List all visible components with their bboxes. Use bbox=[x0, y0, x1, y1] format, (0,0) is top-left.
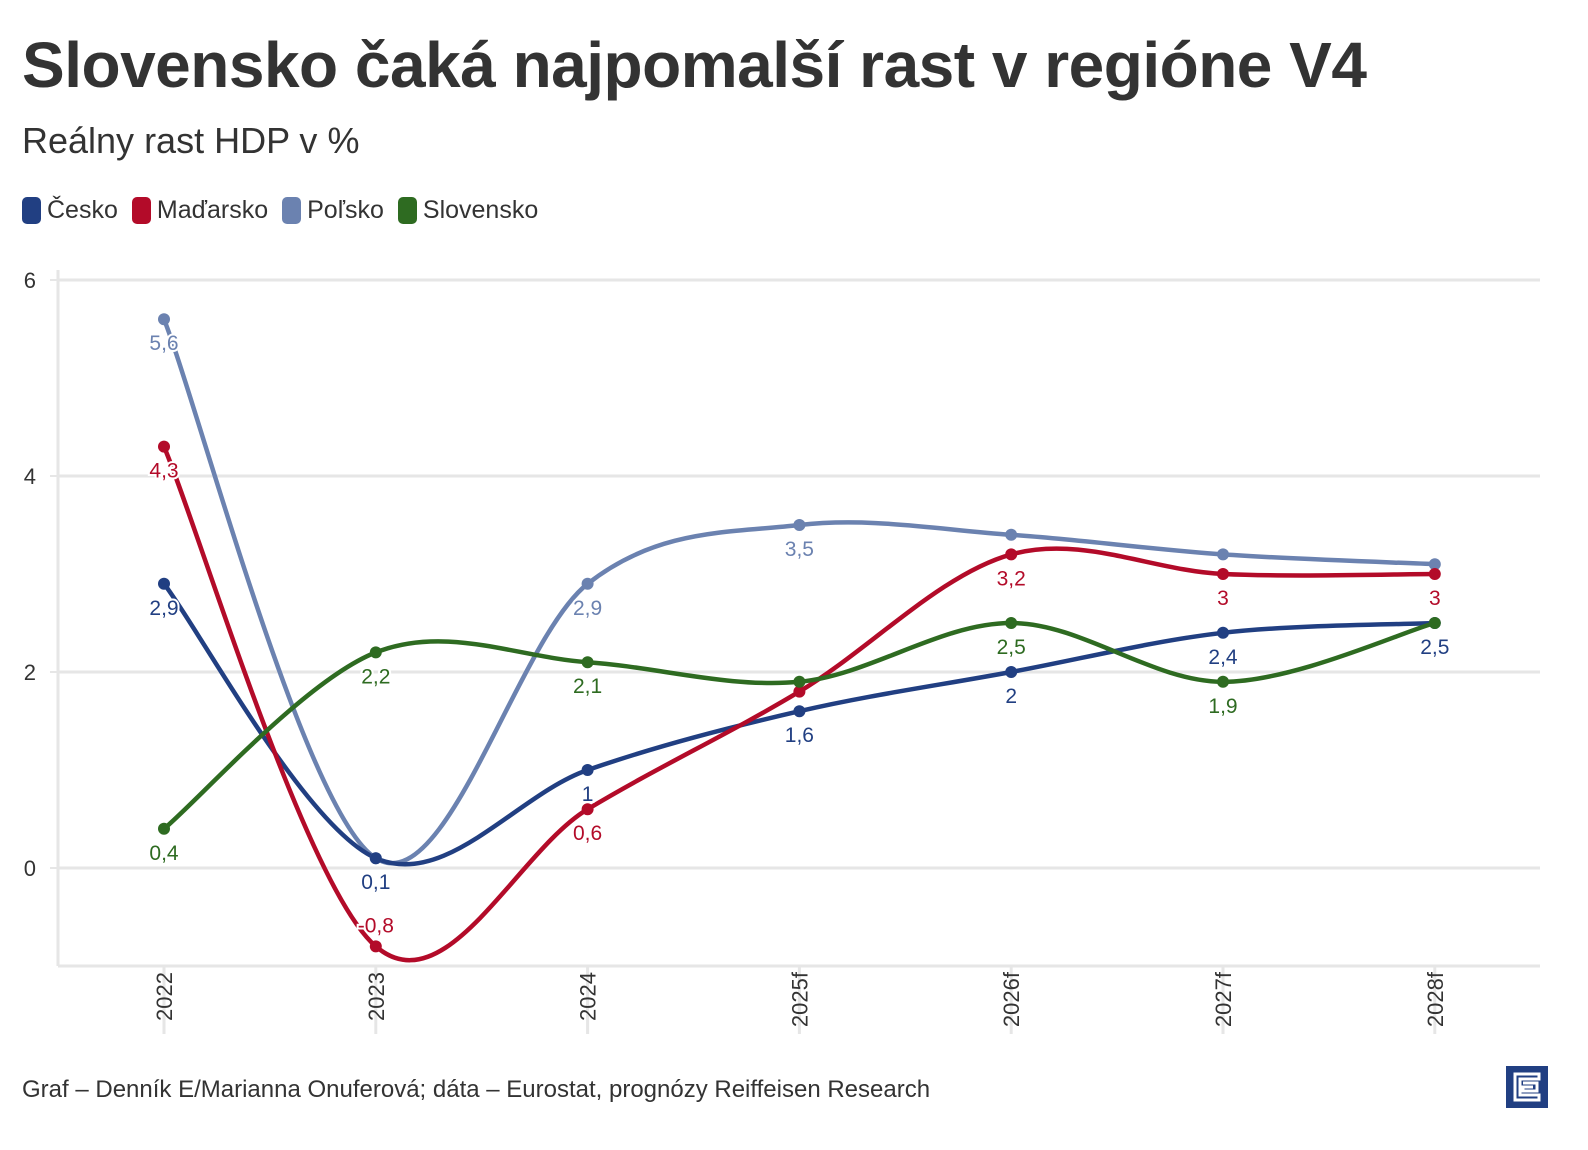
data-point bbox=[793, 675, 806, 688]
data-label: 1,9 bbox=[1208, 695, 1237, 718]
data-point bbox=[369, 646, 382, 659]
data-point bbox=[793, 705, 806, 718]
data-label: 1 bbox=[582, 783, 594, 806]
data-label: 3,5 bbox=[785, 538, 814, 561]
chart-subtitle: Reálny rast HDP v % bbox=[22, 120, 360, 161]
data-point bbox=[581, 764, 594, 776]
x-tick-label: 2026f bbox=[999, 971, 1024, 1027]
legend-item: Maďarsko bbox=[131, 196, 269, 225]
data-label: 3 bbox=[1429, 587, 1441, 610]
data-point bbox=[369, 852, 382, 865]
data-label: 3,2 bbox=[997, 567, 1026, 590]
legend-item: Česko bbox=[22, 196, 118, 225]
data-label: 2,5 bbox=[997, 636, 1026, 659]
data-label: 2,1 bbox=[573, 675, 602, 698]
data-point bbox=[1005, 617, 1018, 629]
x-tick-label: 2022 bbox=[152, 972, 177, 1021]
data-label: 5,6 bbox=[149, 332, 178, 355]
data-label: 0,6 bbox=[573, 822, 602, 845]
data-label: 0,4 bbox=[149, 842, 179, 865]
data-point bbox=[1428, 568, 1441, 580]
data-label: 2,4 bbox=[1208, 646, 1238, 669]
data-point bbox=[158, 313, 170, 326]
data-point bbox=[1217, 568, 1229, 580]
legend-swatch bbox=[131, 197, 151, 224]
data-point bbox=[158, 577, 170, 590]
y-tick-label: 2 bbox=[24, 660, 36, 685]
data-point bbox=[581, 577, 594, 590]
legend-swatch bbox=[397, 197, 417, 224]
legend-item: Slovensko bbox=[397, 196, 539, 225]
x-tick-label: 2028f bbox=[1423, 971, 1448, 1027]
data-point bbox=[1217, 626, 1229, 639]
legend-label: Maďarsko bbox=[156, 196, 269, 224]
data-label: -0,8 bbox=[358, 914, 394, 937]
x-tick-label: 2027f bbox=[1211, 971, 1236, 1027]
x-tick-label: 2025f bbox=[787, 971, 812, 1027]
data-point bbox=[369, 940, 382, 953]
data-label: 4,3 bbox=[149, 460, 178, 483]
x-tick-label: 2024 bbox=[576, 972, 601, 1021]
legend-item: Poľsko bbox=[282, 196, 384, 225]
y-tick-label: 0 bbox=[24, 856, 36, 881]
legend-label: Česko bbox=[47, 196, 118, 224]
data-point bbox=[793, 519, 806, 531]
x-tick-label: 2023 bbox=[364, 972, 389, 1021]
legend-swatch bbox=[22, 197, 41, 224]
data-label: 2,9 bbox=[573, 597, 602, 620]
y-tick-label: 4 bbox=[24, 464, 36, 489]
data-label: 1,6 bbox=[785, 724, 814, 747]
data-label: 2,2 bbox=[361, 665, 390, 688]
data-point bbox=[1428, 617, 1441, 629]
source-footer: Graf – Denník E/Marianna Onuferová; dáta… bbox=[22, 1076, 931, 1103]
legend-label: Slovensko bbox=[422, 196, 539, 224]
data-label: 2 bbox=[1005, 685, 1017, 708]
data-point bbox=[1217, 548, 1229, 561]
legend-swatch bbox=[282, 197, 302, 224]
data-point bbox=[1005, 666, 1018, 678]
chart-title: Slovensko čaká najpomalší rast v regióne… bbox=[22, 29, 1367, 101]
data-point bbox=[158, 822, 170, 835]
data-point bbox=[1428, 558, 1441, 571]
data-point bbox=[793, 685, 806, 698]
dennik-e-logo bbox=[1506, 1066, 1548, 1108]
data-point bbox=[158, 440, 170, 453]
legend: Česko Maďarsko Poľsko Slovensko bbox=[22, 196, 538, 225]
data-point bbox=[1005, 528, 1018, 541]
y-tick-label: 6 bbox=[24, 268, 36, 293]
data-point bbox=[581, 803, 594, 816]
legend-label: Poľsko bbox=[307, 196, 384, 224]
data-label: 3 bbox=[1217, 587, 1229, 610]
data-point bbox=[1005, 548, 1018, 561]
data-label: 2,9 bbox=[149, 597, 178, 620]
data-point bbox=[581, 656, 594, 669]
series-line-Poľsko bbox=[161, 316, 1438, 866]
data-label: 2,5 bbox=[1420, 636, 1449, 659]
series-line-Maďarsko bbox=[161, 444, 1438, 963]
data-label: 0,1 bbox=[361, 871, 390, 894]
data-point bbox=[1217, 675, 1229, 688]
